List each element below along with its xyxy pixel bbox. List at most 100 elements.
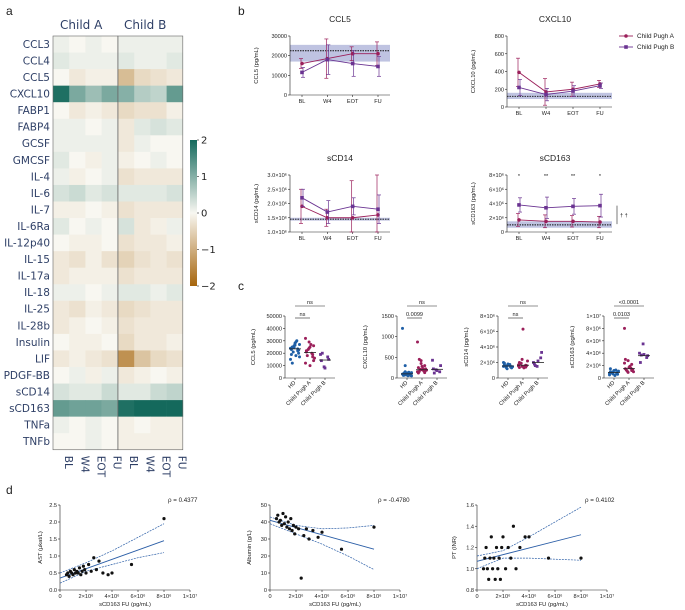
- data-point: [376, 51, 380, 56]
- data-point: [316, 535, 320, 539]
- heatmap-cell-a: [69, 218, 86, 235]
- correlation-plots: 0.0 0.5 1.0 1.5 2.0 2.5 AST (µkat/L) 0 2×10⁶ 4×10…: [38, 497, 615, 608]
- data-point: [518, 545, 522, 550]
- heatmap-cell-a: [101, 367, 119, 384]
- heatmap-row-label: GMCSF: [13, 155, 50, 167]
- y-axis-label: sCD14 (pg/mL): [254, 184, 260, 223]
- x-tick-label: 4×10⁶: [105, 593, 120, 600]
- heatmap-cell-b: [150, 52, 167, 70]
- data-point: [339, 547, 344, 551]
- data-point: [290, 361, 294, 365]
- heatmap-row-label: CCL5: [23, 72, 50, 84]
- data-point: [106, 573, 110, 577]
- comparison-label: ns: [307, 300, 313, 306]
- data-point: [298, 343, 301, 347]
- heatmap-cell-a: [53, 234, 70, 252]
- heatmap-cell-a: [69, 300, 86, 318]
- y-tick-label: 0.8: [466, 588, 474, 594]
- data-point: [536, 359, 540, 363]
- y-tick-label: 2.5: [49, 503, 57, 509]
- data-point: [423, 371, 427, 375]
- legend-label: Child Pugh A: [637, 33, 675, 40]
- data-point: [544, 92, 548, 97]
- heatmap-cell-a: [69, 69, 86, 86]
- y-tick-label: 1.6: [466, 503, 474, 509]
- data-point: [501, 535, 505, 539]
- significance-mark: *: [518, 174, 521, 180]
- heatmap-cell-a: [53, 350, 70, 368]
- heatmap-cell-a: [69, 234, 86, 252]
- x-tick-label: FU: [374, 99, 381, 105]
- y-tick-label: 6×10⁶: [480, 329, 495, 336]
- heatmap-cell-b: [134, 168, 151, 186]
- heatmap-cell-a: [101, 333, 119, 351]
- data-point: [611, 372, 615, 376]
- heatmap-cell-a: [85, 85, 102, 103]
- heatmap-cell-a: [85, 69, 102, 86]
- heatmap-cell-b: [150, 416, 167, 434]
- data-point: [293, 532, 297, 536]
- y-axis-label: CXCL10 (pg/mL): [363, 325, 369, 369]
- heatmap-cell-a: [101, 135, 119, 153]
- heatmap-cell-b: [150, 85, 167, 103]
- heatmap-cell-a: [53, 333, 70, 351]
- heatmap-cell-a: [53, 201, 70, 219]
- heatmap-cell-b: [134, 52, 151, 70]
- data-point: [403, 364, 407, 368]
- chart-title: sCD163: [540, 153, 571, 163]
- x-tick-label: 4×10⁶: [522, 593, 537, 600]
- heatmap-cell-b: [134, 333, 151, 351]
- heatmap-cell-a: [53, 267, 70, 285]
- heatmap-cell-b: [134, 69, 151, 86]
- data-point: [291, 523, 295, 528]
- heatmap-cell-b: [118, 69, 135, 86]
- heatmap-cell-a: [53, 69, 70, 86]
- data-point: [286, 520, 290, 524]
- heatmap-cell-a: [69, 52, 86, 70]
- series-line-pugh-b: [518, 85, 601, 96]
- heatmap-cell-a: [69, 36, 86, 53]
- x-axis-label: sCD163 FU (pg/mL): [309, 602, 361, 608]
- heatmap-cell-a: [69, 267, 86, 285]
- heatmap-cell-b: [134, 201, 151, 219]
- y-tick-label: 3.0×10⁶: [267, 172, 287, 179]
- heatmap-col-label: BL: [127, 456, 139, 469]
- x-tick-label: BL: [299, 236, 306, 242]
- heatmap-cell-b: [150, 234, 167, 252]
- legend-label: Child Pugh B: [637, 44, 674, 51]
- heatmap-colorbar: 2 1 0 −1 −2: [190, 136, 216, 293]
- data-point: [376, 64, 380, 69]
- data-point: [642, 353, 646, 356]
- data-point: [639, 361, 642, 364]
- heatmap-cell-a: [69, 135, 86, 153]
- y-tick-label: 400: [495, 70, 504, 76]
- heatmap-cell-b: [166, 284, 184, 302]
- heatmap-cell-b: [118, 251, 135, 268]
- y-tick-label: 40: [261, 520, 267, 526]
- heatmap-row-label: CCL3: [23, 39, 50, 51]
- heatmap-cell-a: [53, 317, 70, 335]
- data-point: [287, 527, 292, 531]
- series-line-pugh-b: [301, 59, 379, 73]
- heatmap-row-label: IL-25: [24, 304, 50, 316]
- y-tick-label: 10: [261, 571, 267, 577]
- data-point: [305, 354, 309, 358]
- heatmap-cell-a: [101, 251, 119, 268]
- data-point: [418, 367, 422, 371]
- data-point: [320, 351, 324, 355]
- x-tick-label: 0: [58, 594, 61, 600]
- data-point: [517, 366, 521, 370]
- heatmap-cell-b: [134, 36, 151, 53]
- heatmap-cell-a: [69, 333, 86, 351]
- heatmap-cell-a: [85, 118, 102, 136]
- heatmap-cell-a: [69, 367, 86, 384]
- heatmap-cell-b: [150, 151, 167, 169]
- data-point: [511, 524, 515, 528]
- heatmap-cell-b: [118, 118, 135, 136]
- heatmap-cell-b: [166, 151, 184, 169]
- data-point: [325, 210, 330, 214]
- heatmap-cell-a: [85, 383, 102, 401]
- data-point: [297, 351, 301, 355]
